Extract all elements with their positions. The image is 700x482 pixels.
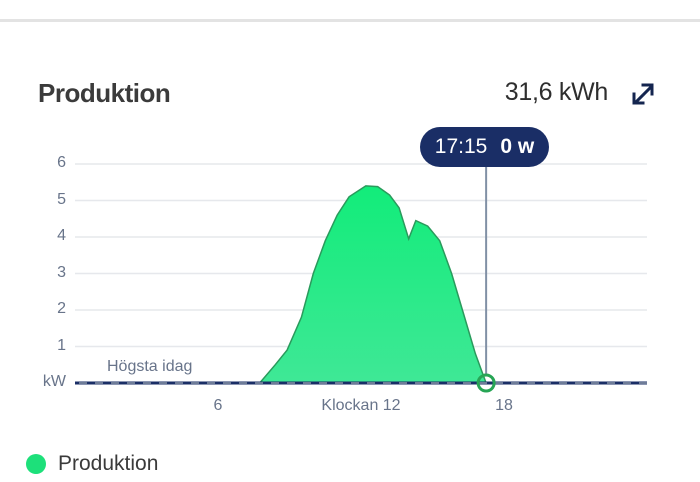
max-today-label: Högsta idag	[107, 358, 193, 375]
cursor-marker[interactable]	[476, 373, 496, 393]
cursor-tooltip: 17:15 0 w	[420, 127, 549, 167]
x-tick-label: 18	[495, 397, 513, 414]
legend-label-produktion[interactable]: Produktion	[58, 452, 159, 475]
tooltip-time: 17:15	[434, 135, 488, 158]
y-unit-label: kW	[42, 373, 66, 390]
x-tick-label: 6	[213, 397, 223, 414]
legend: Produktion	[26, 452, 158, 476]
y-tick-label: 6	[57, 154, 66, 171]
total-energy: 31,6 kWh	[504, 78, 609, 106]
expand-arrows-icon	[632, 83, 654, 105]
chart-title: Produktion	[38, 78, 171, 108]
production-area	[75, 185, 647, 384]
y-tick-label: 1	[57, 336, 66, 354]
y-tick-label: 2	[57, 300, 66, 317]
tooltip-value: 0 w	[500, 135, 535, 158]
y-tick-label: 5	[57, 190, 66, 208]
y-tick-label: 3	[57, 263, 66, 281]
x-tick-label: Klockan 12	[321, 397, 401, 414]
y-tick-label: 4	[57, 227, 66, 244]
legend-dot-produktion	[26, 454, 46, 474]
expand-button[interactable]	[628, 80, 658, 110]
top-divider	[0, 19, 700, 22]
